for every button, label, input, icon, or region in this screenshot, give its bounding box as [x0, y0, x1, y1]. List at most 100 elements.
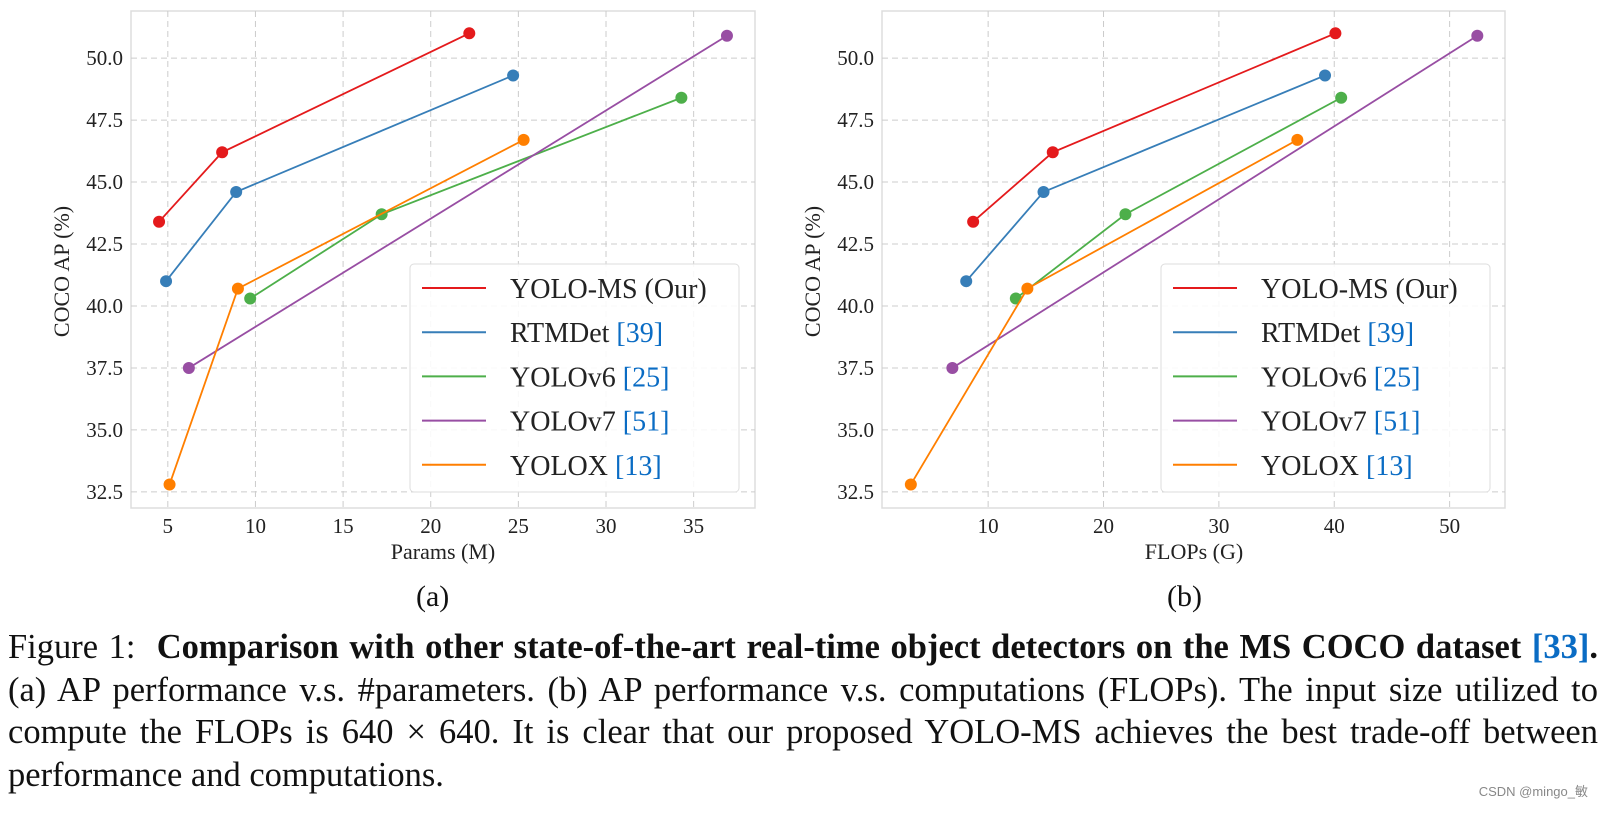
y-axis-label: COCO AP (%)	[49, 206, 74, 337]
data-point	[1009, 292, 1022, 305]
legend-citation[interactable]: [25]	[1374, 362, 1421, 393]
x-tick-label: 35	[683, 514, 704, 538]
legend-box	[1160, 263, 1491, 493]
x-axis-label: Params (M)	[391, 539, 495, 564]
series-yolov7	[946, 29, 1484, 374]
legend-series-name: RTMDet	[1261, 318, 1367, 349]
y-tick-label: 42.5	[86, 232, 123, 256]
legend: YOLO-MS (Our)RTMDet [39]YOLOv6 [25]YOLOv…	[409, 263, 740, 493]
legend-series-name: YOLOv7	[510, 407, 623, 438]
series-rtmdet	[160, 69, 520, 288]
caption-bold-end: .	[1589, 628, 1598, 666]
caption-label: Figure 1:	[8, 628, 136, 666]
y-axis-label: COCO AP (%)	[800, 206, 825, 337]
legend-citation[interactable]: [13]	[1366, 451, 1413, 482]
data-point	[163, 478, 176, 491]
legend-label: YOLOX [13]	[510, 451, 662, 482]
data-point	[463, 27, 476, 40]
legend-series-name: YOLOv7	[1261, 407, 1374, 438]
data-point	[1037, 185, 1050, 198]
legend-label: YOLO-MS (Our)	[510, 274, 707, 305]
y-tick-label: 37.5	[837, 356, 874, 380]
y-tick-label: 35.0	[837, 418, 874, 442]
series-yolov6	[1009, 91, 1348, 305]
data-point	[960, 275, 973, 288]
subfigure-label-a: (a)	[416, 580, 450, 613]
data-point	[1335, 91, 1348, 104]
legend-label: YOLO-MS (Our)	[1261, 274, 1458, 305]
y-tick-label: 35.0	[86, 418, 123, 442]
y-tick-label: 50.0	[86, 46, 123, 70]
data-point	[1119, 208, 1132, 221]
data-point	[675, 91, 688, 104]
series-yolo-ms	[153, 27, 476, 228]
data-point	[904, 478, 917, 491]
caption-text: (a) AP performance v.s. #parameters. (b)…	[8, 670, 1598, 794]
y-tick-label: 37.5	[86, 356, 123, 380]
x-tick-label: 30	[1208, 514, 1229, 538]
data-point	[1046, 146, 1059, 159]
x-tick-label: 20	[1093, 514, 1114, 538]
legend-label: YOLOv7 [51]	[1261, 407, 1420, 438]
data-point	[244, 292, 257, 305]
legend-citation[interactable]: [51]	[1374, 407, 1421, 438]
y-tick-label: 45.0	[86, 170, 123, 194]
data-point	[946, 361, 959, 374]
legend-series-name: YOLOX	[510, 451, 615, 482]
figure-caption: Figure 1: Comparison with other state-of…	[8, 626, 1598, 796]
data-point	[967, 215, 980, 228]
data-point	[1319, 69, 1332, 82]
x-tick-label: 10	[978, 514, 999, 538]
legend-citation[interactable]: [39]	[1367, 318, 1414, 349]
x-tick-label: 10	[245, 514, 266, 538]
chart-a: 5 10 15 20 25 30 35 32.5 35.0 37.5 40.0 42.5 45.0 47.…	[49, 10, 756, 564]
series-yolo-ms	[967, 27, 1342, 228]
y-tick-label: 40.0	[837, 294, 874, 318]
data-point	[517, 133, 530, 146]
legend-series-name: RTMDet	[510, 318, 616, 349]
y-tick-label: 47.5	[837, 108, 874, 132]
legend-label: YOLOX [13]	[1261, 451, 1413, 482]
x-tick-label: 20	[420, 514, 441, 538]
data-point	[153, 215, 166, 228]
y-tick-label: 42.5	[837, 232, 874, 256]
legend-citation[interactable]: [51]	[623, 407, 670, 438]
subfigure-label-b: (b)	[1167, 580, 1202, 613]
data-point	[182, 361, 195, 374]
y-tick-label: 47.5	[86, 108, 123, 132]
chart-b: 10 20 30 40 50 32.5 35.0 37.5 40.0 42.5 45.0 47.5 50…	[800, 10, 1506, 564]
data-point	[216, 146, 229, 159]
series-yolov7	[182, 29, 733, 374]
legend-label: YOLOv6 [25]	[510, 362, 669, 393]
legend-series-name: YOLOv6	[1261, 362, 1374, 393]
x-tick-label: 50	[1439, 514, 1460, 538]
y-tick-label: 40.0	[86, 294, 123, 318]
series-line	[188, 35, 728, 369]
watermark: CSDN @mingo_敏	[1478, 784, 1588, 799]
data-point	[231, 282, 244, 295]
legend-label: YOLOv6 [25]	[1261, 362, 1420, 393]
legend: YOLO-MS (Our)RTMDet [39]YOLOv6 [25]YOLOv…	[1160, 263, 1491, 493]
legend-series-name: YOLOv6	[510, 362, 623, 393]
caption-bold-text: Comparison with other state-of-the-art r…	[156, 628, 1522, 666]
caption-citation[interactable]: [33]	[1531, 628, 1590, 666]
x-axis-label: FLOPs (G)	[1145, 539, 1243, 564]
series-line	[951, 35, 1478, 369]
legend-label: RTMDet [39]	[1261, 318, 1414, 349]
data-point	[1021, 282, 1034, 295]
legend-citation[interactable]: [39]	[616, 318, 663, 349]
legend-citation[interactable]: [25]	[623, 362, 670, 393]
data-point	[720, 29, 733, 42]
legend-citation[interactable]: [13]	[615, 451, 662, 482]
series-yolox	[163, 133, 530, 491]
x-tick-label: 30	[596, 514, 617, 538]
legend-series-name: YOLO-MS (Our)	[510, 274, 707, 305]
figure-charts: 5 10 15 20 25 30 35 32.5 35.0 37.5 40.0 42.5 45.0 47.…	[49, 10, 1506, 564]
data-point	[1291, 133, 1304, 146]
series-rtmdet	[960, 69, 1332, 288]
legend-series-name: YOLOX	[1261, 451, 1366, 482]
caption-bold: Comparison with other state-of-the-art r…	[157, 628, 1598, 666]
x-tick-label: 15	[333, 514, 354, 538]
legend-box	[409, 263, 740, 493]
